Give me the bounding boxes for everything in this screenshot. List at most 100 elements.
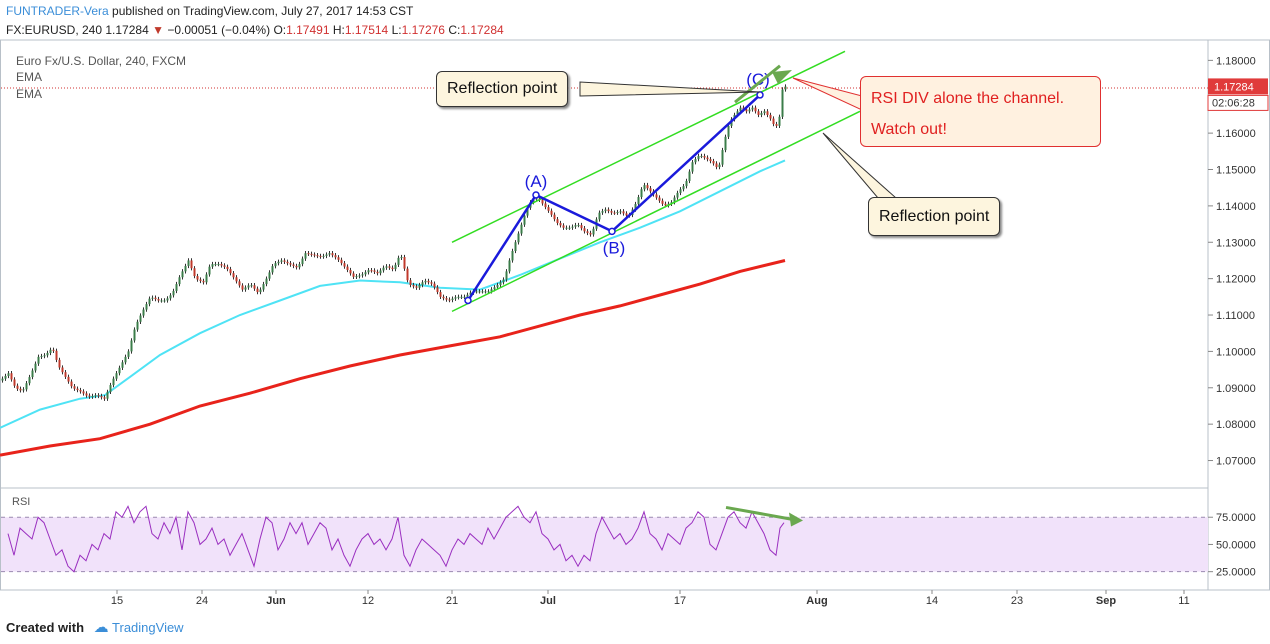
candle	[10, 371, 13, 382]
candle	[304, 250, 307, 261]
candle	[142, 307, 145, 318]
time-tick-label: 17	[674, 595, 686, 607]
rsi-pane	[1, 516, 1208, 573]
wave-label-c: (C)	[746, 70, 770, 89]
candle	[211, 261, 214, 269]
candle	[433, 281, 436, 290]
tradingview-brand[interactable]: TradingView	[112, 620, 184, 635]
candle-body	[64, 372, 67, 377]
candle	[61, 365, 64, 375]
candle	[580, 222, 583, 231]
candle-body	[265, 278, 268, 285]
candle	[601, 208, 604, 215]
candle-body	[382, 267, 385, 271]
wave-label-a: (A)	[525, 172, 548, 191]
candle-body	[100, 395, 103, 398]
candle	[13, 377, 16, 388]
price-change: −0.00051 (−0.04%)	[167, 23, 271, 37]
rsi-line	[7, 505, 785, 573]
candle	[556, 217, 559, 226]
candle	[451, 296, 454, 303]
candle-body	[121, 362, 124, 368]
candle-body	[49, 349, 52, 353]
open-label: O:	[273, 23, 287, 37]
candle-body	[226, 266, 229, 270]
candle	[454, 295, 457, 301]
candle	[457, 294, 460, 300]
candle	[97, 393, 100, 399]
callout-pointer-rsi	[792, 77, 863, 111]
candle	[460, 294, 463, 300]
candle	[82, 389, 85, 396]
ema-legend-1[interactable]: EMA	[16, 70, 43, 84]
candle	[703, 153, 706, 160]
candle-body	[679, 189, 682, 193]
candle-body	[271, 266, 274, 273]
candle-body	[403, 257, 406, 269]
candle-body	[526, 207, 529, 216]
candle-body	[736, 111, 739, 115]
candle	[301, 256, 304, 267]
author-link[interactable]: FUNTRADER-Vera	[6, 4, 109, 18]
candle-body	[694, 159, 697, 163]
rsi-divergence-line1: RSI DIV alone the channel.	[871, 90, 1065, 107]
candle-body	[706, 157, 709, 160]
candle	[406, 266, 409, 283]
candle	[28, 374, 31, 386]
candle	[121, 360, 124, 370]
rsi-divergence-callout[interactable]: RSI DIV alone the channel. Watch out!	[860, 76, 1101, 147]
candle-body	[700, 155, 703, 157]
candle-body	[235, 277, 238, 282]
candle-body	[412, 285, 415, 287]
candle	[358, 273, 361, 279]
candle-body	[115, 373, 118, 379]
candle-body	[541, 199, 544, 204]
price-trend-arrowhead	[772, 70, 792, 84]
candle-body	[604, 209, 607, 212]
candle-body	[130, 340, 133, 352]
candle-body	[478, 291, 481, 293]
candle-body	[319, 255, 322, 257]
candle-body	[7, 373, 10, 376]
candle-body	[61, 367, 64, 373]
candle-body	[550, 210, 553, 215]
candle-body	[124, 356, 127, 363]
candle	[481, 289, 484, 294]
candle	[157, 296, 160, 303]
candle-body	[613, 212, 616, 214]
candle-body	[406, 268, 409, 281]
candle-body	[106, 391, 109, 399]
candle	[16, 383, 19, 391]
candle-body	[166, 298, 169, 301]
candle	[553, 212, 556, 222]
candle	[514, 240, 517, 254]
candle	[583, 226, 586, 234]
candle	[295, 263, 298, 270]
candle-body	[385, 266, 388, 268]
wave-point	[756, 91, 764, 99]
candle-body	[655, 194, 658, 198]
candle-body	[721, 150, 724, 165]
candle-body	[757, 111, 760, 115]
rsi-legend[interactable]: RSI	[12, 496, 31, 508]
reflection-point-callout-top[interactable]: Reflection point	[436, 71, 569, 107]
candle	[562, 223, 565, 230]
candle	[130, 338, 133, 354]
candle-body	[187, 260, 190, 266]
ema-legend-2[interactable]: EMA	[16, 87, 43, 101]
candle-body	[544, 203, 547, 208]
reflection-point-callout-bottom[interactable]: Reflection point	[868, 197, 1001, 236]
candle-body	[361, 274, 364, 276]
last-price-tag-label: 1.17284	[1214, 81, 1254, 93]
candle-body	[601, 211, 604, 213]
candle-body	[205, 274, 208, 283]
candle	[145, 301, 148, 312]
candle	[517, 231, 520, 245]
series-title: Euro Fx/U.S. Dollar, 240, FXCM	[16, 54, 187, 68]
candle	[349, 267, 352, 276]
candle	[325, 252, 328, 259]
candle	[73, 384, 76, 391]
candle-body	[523, 215, 526, 225]
price-tick-label: 1.14000	[1216, 201, 1256, 213]
last-price-tag	[1208, 78, 1268, 95]
